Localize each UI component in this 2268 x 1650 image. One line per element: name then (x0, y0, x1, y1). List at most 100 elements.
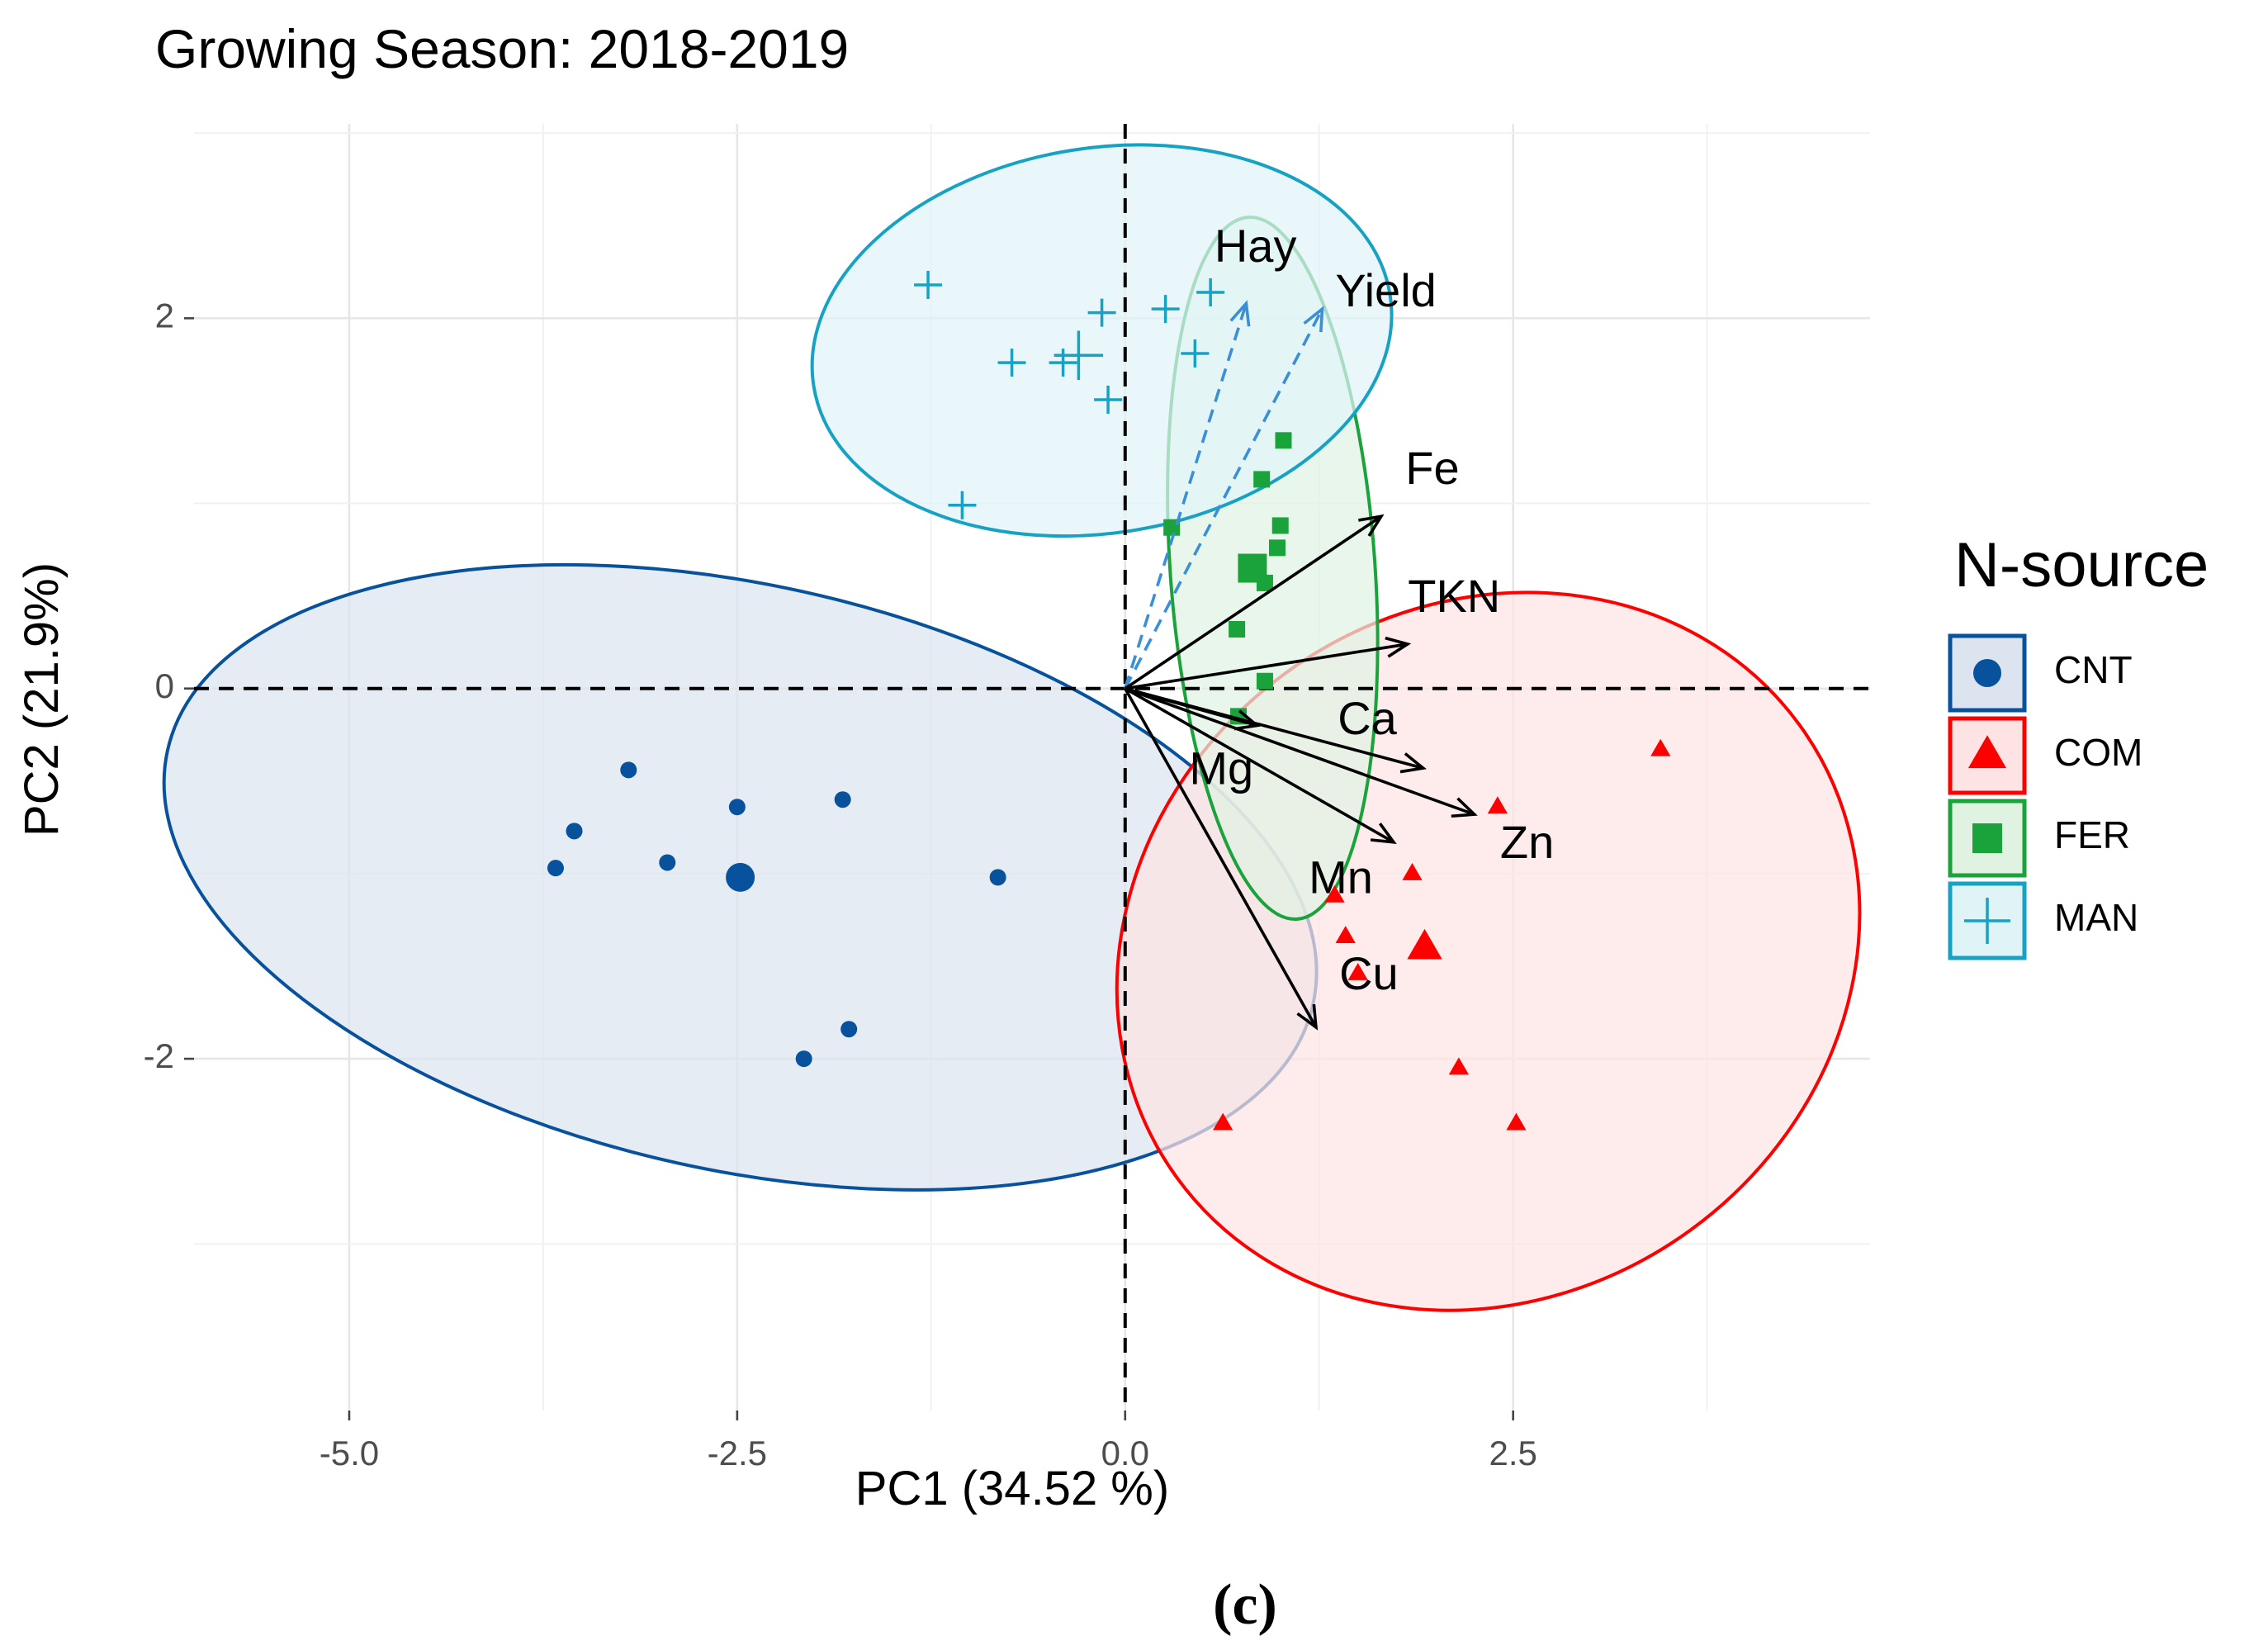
ellipse-man (810, 143, 1394, 538)
x-tick-label: 2.5 (1489, 1434, 1536, 1472)
point-man (948, 491, 977, 519)
x-tick-label: -2.5 (708, 1434, 767, 1472)
centroid-com (1407, 928, 1442, 960)
loading-label: Ca (1338, 692, 1397, 744)
loading-arrow-shaft (1125, 687, 1475, 816)
loading-arrow-head (1296, 1003, 1319, 1031)
legend-swatch-man (1964, 898, 2010, 944)
point-com (1324, 884, 1345, 903)
series-man (914, 271, 1225, 519)
loading-arrow-head (1370, 823, 1397, 844)
series-com (1213, 738, 1671, 1131)
loading-tkn: TKN (1125, 570, 1500, 690)
loading-arrow-head (1358, 514, 1385, 537)
data-points (547, 271, 1671, 1131)
loading-fe: Fe (1124, 442, 1460, 690)
legend-swatch-fer (1972, 823, 2002, 853)
legend-label: MAN (2054, 896, 2138, 939)
loading-label: TKN (1408, 570, 1500, 622)
y-tick-label: -2 (144, 1036, 174, 1075)
loading-arrow-shaft (1124, 514, 1382, 690)
loading-arrow-head (1303, 306, 1324, 333)
legend: N-source CNT COM FER MAN (1948, 530, 2209, 960)
point-com (1347, 962, 1368, 980)
loading-label: Cu (1339, 947, 1399, 999)
legend-item-com: COM (1948, 716, 2143, 795)
zero-lines (194, 124, 1870, 1411)
point-man (1151, 295, 1180, 324)
figure-caption: (c) (1213, 1573, 1277, 1637)
loading-label: Mg (1189, 742, 1253, 794)
point-fer (1256, 672, 1273, 690)
loading-arrow-head (1399, 752, 1427, 774)
point-fer (1271, 517, 1289, 534)
point-cnt (840, 1021, 858, 1038)
x-axis-label: PC1 (34.52 %) (855, 1462, 1169, 1515)
loading-arrow-shaft (1124, 308, 1324, 690)
point-com (1448, 1057, 1469, 1075)
point-fer (1268, 539, 1286, 557)
legend-swatch-com (1967, 735, 2007, 769)
point-cnt (620, 761, 637, 779)
loading-hay: Hay (1124, 220, 1297, 690)
loading-yield: Yield (1124, 264, 1437, 690)
loading-arrow-head (1451, 797, 1478, 818)
loading-zn: Zn (1125, 687, 1554, 868)
loading-arrow-head (1233, 709, 1261, 731)
legend-swatch-cnt (1973, 659, 2001, 687)
loading-arrow-shaft (1125, 686, 1258, 728)
point-man (1087, 298, 1116, 327)
point-com (1402, 862, 1423, 880)
point-com (1335, 926, 1356, 944)
point-cnt (834, 791, 851, 808)
loading-mn: Mn (1124, 687, 1397, 903)
point-com (1213, 1112, 1233, 1131)
legend-label: FER (2054, 813, 2130, 856)
point-cnt (989, 869, 1006, 886)
centroid-man (1054, 330, 1104, 380)
confidence-ellipses (162, 143, 1862, 1312)
point-com (1650, 738, 1671, 756)
loading-arrows: Hay Yield Fe TKN Ca Zn Mg Mn Cu (1124, 220, 1554, 1031)
point-cnt (728, 799, 746, 816)
chart-title: Growing Season: 2018-2019 (155, 18, 849, 79)
legend-title: N-source (1954, 530, 2209, 600)
loading-arrow-head (1385, 636, 1412, 658)
loading-arrow-shaft (1125, 642, 1409, 690)
x-tick-label: 0.0 (1101, 1434, 1149, 1472)
point-cnt (547, 860, 564, 877)
point-man (1094, 386, 1123, 415)
x-tick-label: -5.0 (320, 1434, 379, 1472)
point-fer (1229, 620, 1246, 638)
point-cnt (659, 854, 676, 871)
loading-label: Yield (1335, 264, 1436, 316)
loading-label: Zn (1500, 816, 1554, 868)
centroid-fer (1238, 553, 1267, 583)
loading-arrow-shaft (1124, 302, 1248, 690)
loading-arrow-shaft (1124, 687, 1394, 844)
loading-cu: Cu (1124, 687, 1399, 1031)
legend-item-cnt: CNT (1948, 633, 2133, 713)
loading-label: Hay (1214, 220, 1297, 272)
point-man (914, 271, 943, 300)
point-cnt (795, 1050, 812, 1068)
point-cnt (566, 823, 583, 840)
point-man (1196, 277, 1225, 306)
loading-arrow-shaft (1124, 687, 1318, 1028)
loading-label: Mn (1309, 851, 1373, 903)
legend-label: CNT (2054, 648, 2133, 691)
point-fer (1275, 432, 1292, 449)
legend-item-man: MAN (1948, 881, 2138, 960)
axes: -5.0 -2.5 0.0 2.5 -2 0 2 (144, 296, 1537, 1472)
legend-label: COM (2054, 731, 2143, 774)
y-tick-label: 0 (155, 666, 174, 705)
loading-mg: Mg (1125, 686, 1261, 794)
legend-item-fer: FER (1948, 799, 2130, 878)
point-man (997, 348, 1026, 377)
loading-label: Fe (1405, 442, 1459, 494)
point-man (1181, 339, 1210, 367)
point-com (1487, 796, 1508, 814)
y-tick-label: 2 (155, 296, 174, 334)
point-com (1506, 1112, 1527, 1131)
